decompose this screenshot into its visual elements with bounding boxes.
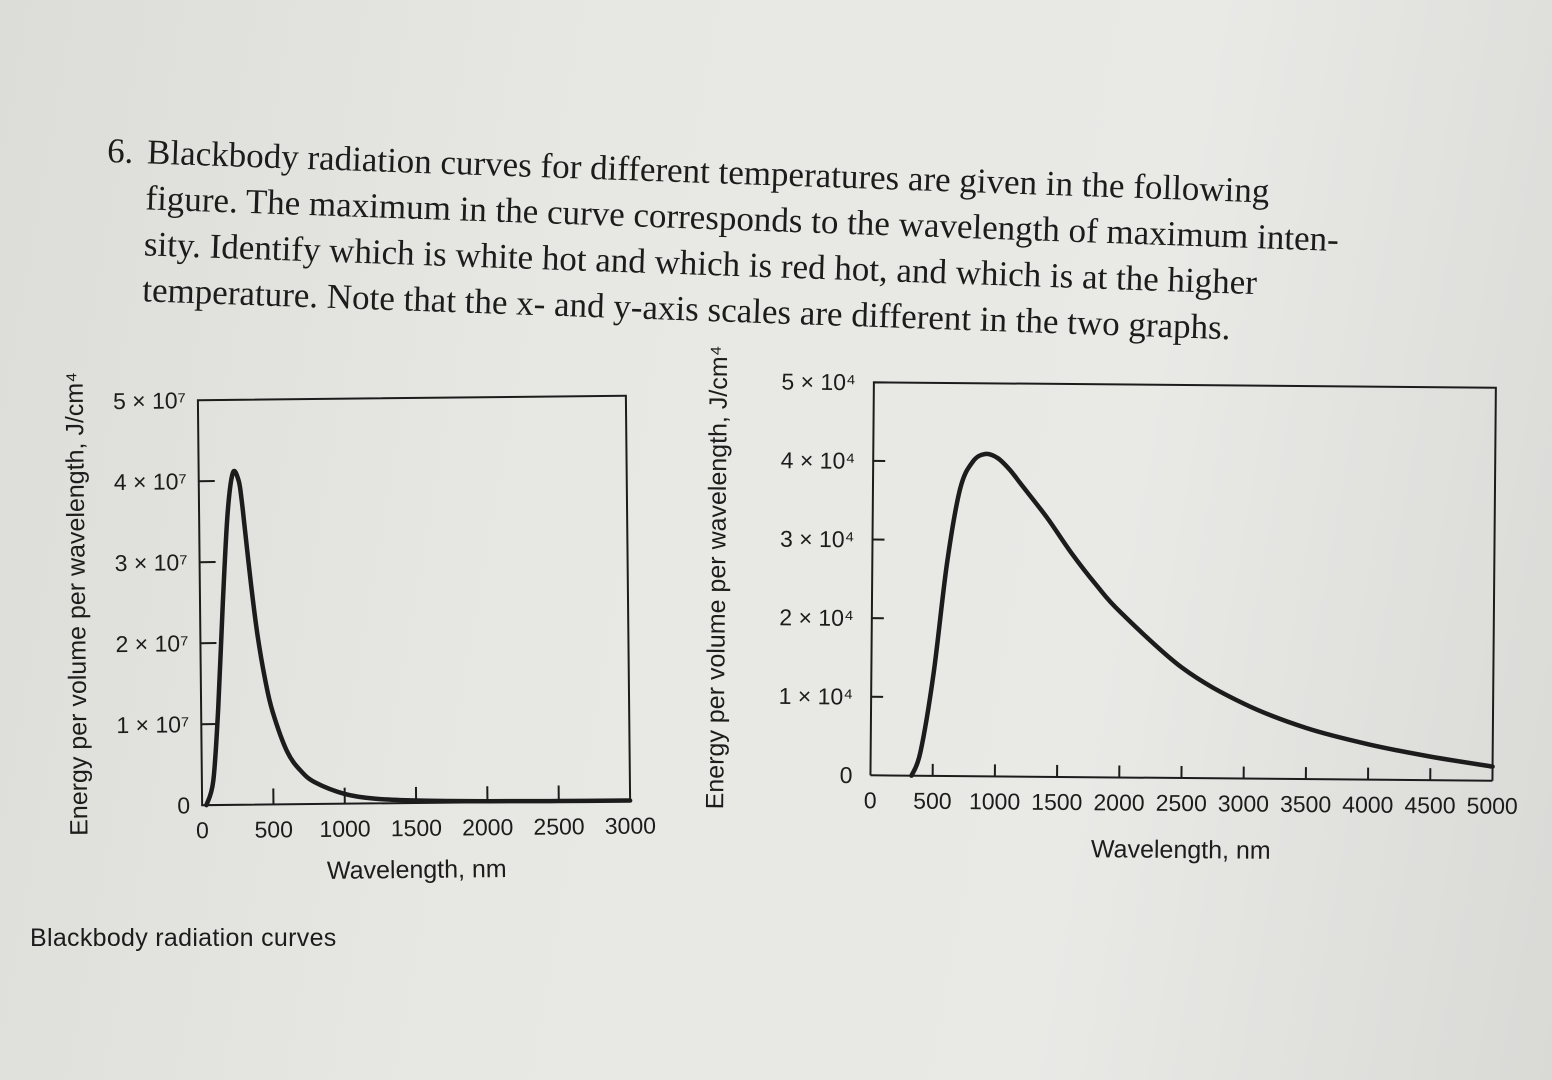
x-tick-label: 500 bbox=[913, 788, 952, 814]
x-axis-label: Wavelength, nm bbox=[327, 855, 507, 885]
chart-right: 0 1 × 10⁴ 2 × 10⁴ 3 × 10⁴ 4 × 10⁴ 5 × 10⁴ 0 500… bbox=[701, 345, 1518, 865]
y-tick-label: 2 × 10⁷ bbox=[115, 630, 188, 657]
x-tick-label: 3000 bbox=[1218, 790, 1269, 816]
y-tick-label: 4 × 10⁴ bbox=[781, 447, 856, 474]
x-tick-label: 2500 bbox=[1156, 790, 1207, 816]
x-tick-label: 0 bbox=[864, 787, 877, 813]
x-axis-label: Wavelength, nm bbox=[1091, 835, 1271, 865]
y-tick-label: 5 × 10⁴ bbox=[781, 369, 856, 396]
y-tick-label: 3 × 10⁴ bbox=[780, 526, 855, 553]
x-tick-label: 3000 bbox=[605, 812, 656, 839]
chart-left: 0 1 × 10⁷ 2 × 10⁷ 3 × 10⁷ 4 × 10⁷ 5 × 10⁷ 0 500… bbox=[61, 372, 657, 885]
y-axis-label: Energy per volume per wavelength, J/cm⁴ bbox=[61, 372, 94, 836]
y-tick-label: 3 × 10⁷ bbox=[115, 549, 188, 576]
y-tick-label: 0 bbox=[840, 762, 853, 788]
x-tick-label: 3500 bbox=[1280, 791, 1331, 817]
x-tick-label: 4500 bbox=[1404, 792, 1455, 818]
y-tick-label: 2 × 10⁴ bbox=[779, 604, 854, 631]
x-tick-label: 1000 bbox=[319, 815, 370, 842]
x-tick-label: 2000 bbox=[1093, 789, 1144, 815]
blackbody-curve bbox=[909, 451, 1495, 778]
y-tick-label: 4 × 10⁷ bbox=[114, 468, 187, 495]
y-tick-label: 1 × 10⁴ bbox=[779, 683, 854, 710]
y-axis-label: Energy per volume per wavelength, J/cm⁴ bbox=[701, 345, 733, 809]
y-tick-label: 1 × 10⁷ bbox=[116, 711, 189, 738]
x-tick-label: 1500 bbox=[391, 815, 442, 842]
x-tick-label: 2500 bbox=[533, 813, 584, 840]
y-tick-label: 5 × 10⁷ bbox=[113, 387, 186, 414]
plot-frame bbox=[869, 381, 1497, 781]
x-tick-label: 1000 bbox=[969, 788, 1020, 814]
x-tick-label: 1500 bbox=[1031, 789, 1082, 815]
x-tick-label: 0 bbox=[196, 817, 209, 843]
x-tick-label: 500 bbox=[254, 816, 293, 842]
plot-frame bbox=[196, 394, 632, 807]
x-tick-label: 4000 bbox=[1342, 791, 1393, 817]
figure-caption: Blackbody radiation curves bbox=[30, 924, 337, 952]
x-tick-label: 5000 bbox=[1467, 793, 1518, 819]
x-tick-label: 2000 bbox=[462, 814, 513, 841]
blackbody-curve bbox=[204, 468, 633, 808]
y-tick-label: 0 bbox=[177, 792, 190, 818]
